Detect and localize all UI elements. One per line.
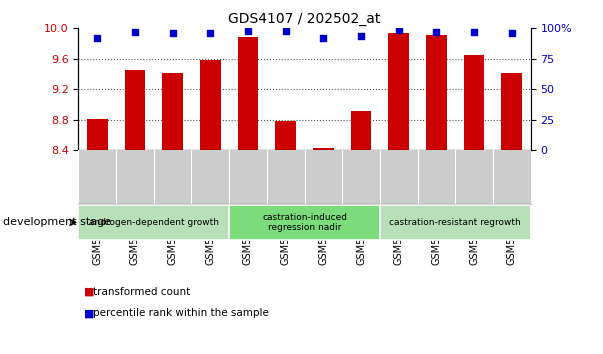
Point: [206, 30, 215, 36]
Text: castration-induced
regression nadir: castration-induced regression nadir: [262, 213, 347, 232]
Text: development stage: development stage: [3, 217, 111, 227]
Bar: [162, 73, 183, 150]
Bar: [464, 55, 484, 150]
Bar: [200, 61, 221, 150]
Point: [507, 30, 517, 36]
Point: [168, 30, 177, 36]
Bar: [87, 119, 107, 150]
Bar: [238, 38, 258, 150]
Bar: [351, 111, 371, 150]
Text: percentile rank within the sample: percentile rank within the sample: [93, 308, 270, 318]
Text: androgen-dependent growth: androgen-dependent growth: [89, 218, 219, 227]
Text: transformed count: transformed count: [93, 287, 191, 297]
Text: ■: ■: [84, 308, 95, 318]
Title: GDS4107 / 202502_at: GDS4107 / 202502_at: [229, 12, 380, 26]
Text: ■: ■: [84, 287, 95, 297]
Bar: [229, 205, 380, 240]
Point: [130, 29, 140, 35]
Point: [356, 33, 366, 39]
Point: [394, 27, 403, 32]
Bar: [276, 121, 296, 150]
Point: [243, 28, 253, 34]
Text: castration-resistant regrowth: castration-resistant regrowth: [390, 218, 521, 227]
Bar: [313, 148, 333, 150]
Bar: [125, 69, 145, 150]
Bar: [388, 33, 409, 150]
Point: [92, 35, 102, 41]
Bar: [426, 35, 447, 150]
Bar: [78, 205, 229, 240]
Bar: [502, 73, 522, 150]
Point: [432, 29, 441, 35]
Bar: [380, 205, 531, 240]
Point: [469, 29, 479, 35]
Point: [318, 35, 328, 41]
Point: [281, 28, 291, 34]
